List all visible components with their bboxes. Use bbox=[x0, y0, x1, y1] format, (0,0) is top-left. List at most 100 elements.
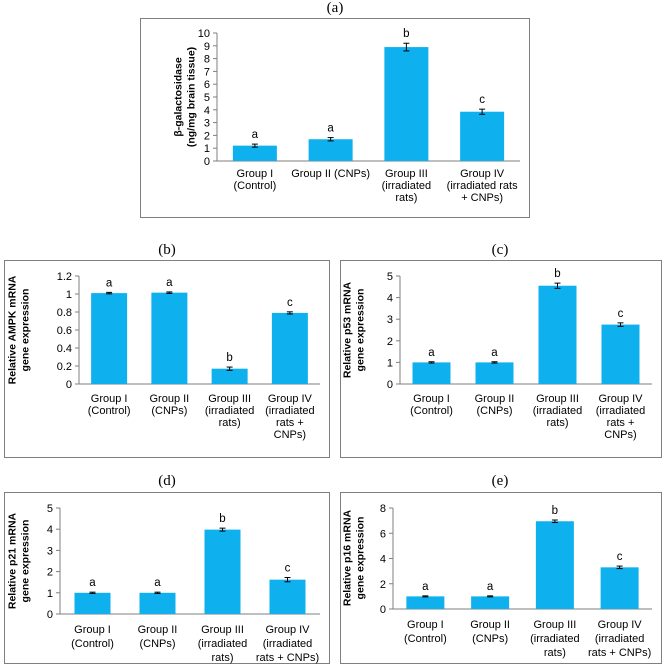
y-tick-label: 6 bbox=[204, 79, 210, 91]
category-label: Group IV (irradiated rats + CNPs) bbox=[256, 624, 319, 664]
bar-1 bbox=[412, 362, 451, 384]
category-label-line: (Control) bbox=[88, 405, 131, 417]
category-label-line: Group III bbox=[536, 393, 579, 405]
error-bar-1 bbox=[251, 143, 258, 148]
significance-letter: c bbox=[618, 308, 624, 320]
category-label: Group III (irradiated rats) bbox=[382, 168, 432, 204]
error-bar-1 bbox=[106, 291, 113, 295]
category-label-line: rats + CNPs) bbox=[256, 652, 319, 664]
category-label-line: (Control) bbox=[404, 633, 447, 645]
error-bar-3 bbox=[219, 527, 226, 532]
y-tick-label: 9 bbox=[204, 41, 210, 53]
category-label-line: Group II bbox=[150, 393, 190, 405]
category-label: Group II (CNPs) bbox=[150, 393, 190, 417]
category-label: Group III (irradiated rats) bbox=[205, 393, 255, 429]
y-tick-label: 8 bbox=[380, 503, 386, 515]
bar-1 bbox=[91, 293, 128, 384]
y-tick-label: 5 bbox=[47, 503, 53, 515]
bar-4 bbox=[601, 324, 640, 384]
y-axis-label-line: gene expression bbox=[20, 289, 32, 372]
category-label-line: rats + bbox=[607, 417, 635, 429]
category-label-line: Group III bbox=[533, 619, 576, 631]
bar-1 bbox=[406, 596, 445, 609]
significance-letter: c bbox=[287, 297, 293, 309]
y-tick-label: 3 bbox=[204, 118, 210, 130]
chart-d: 0 1 2 3 4 5 Relative p21 mRNAgene expression a G… bbox=[7, 503, 320, 664]
category-label-line: (Control) bbox=[233, 180, 276, 192]
y-axis-label-line: gene expression bbox=[355, 517, 367, 600]
category-label-line: Group I bbox=[91, 393, 128, 405]
error-bar-4 bbox=[617, 322, 624, 327]
category-label: Group I (Control) bbox=[88, 393, 131, 417]
error-bar-4 bbox=[286, 311, 293, 315]
category-label-line: rats + CNPs) bbox=[588, 647, 651, 659]
category-label-line: CNPs) bbox=[604, 429, 636, 441]
bar-3 bbox=[538, 285, 577, 384]
bar-4 bbox=[460, 111, 505, 161]
category-label: Group I (Control) bbox=[233, 168, 276, 192]
y-tick-label: 4 bbox=[204, 105, 210, 117]
y-tick-label: 0.6 bbox=[57, 325, 72, 337]
category-label-line: + CNPs) bbox=[461, 192, 503, 204]
category-label-line: Group I bbox=[407, 619, 444, 631]
category-label: Group IV (irradiated rats + CNPs) bbox=[265, 393, 315, 441]
significance-letter: c bbox=[285, 563, 291, 575]
category-label-line: Group I bbox=[74, 624, 111, 636]
error-bar-1 bbox=[89, 591, 96, 594]
bar-3 bbox=[384, 47, 429, 161]
category-label-line: (CNPs) bbox=[472, 633, 508, 645]
category-label-line: rats) bbox=[219, 417, 241, 429]
significance-letter: a bbox=[422, 581, 429, 593]
y-tick-label: 0 bbox=[47, 609, 53, 621]
y-axis-label-line: Relative p21 mRNA bbox=[7, 512, 19, 609]
y-tick-label: 3 bbox=[47, 545, 53, 557]
y-tick-label: 0 bbox=[204, 156, 210, 168]
bar-3 bbox=[535, 521, 574, 609]
category-label: Group II (CNPs) bbox=[470, 619, 510, 645]
panel-label-e: (e) bbox=[491, 473, 509, 489]
significance-letter: b bbox=[219, 513, 225, 525]
y-axis-label-line: β-galactosidase bbox=[173, 57, 185, 137]
significance-letter: a bbox=[106, 277, 113, 289]
y-tick-label: 10 bbox=[198, 28, 210, 40]
significance-letter: b bbox=[403, 28, 409, 40]
category-label-line: (CNPs) bbox=[139, 638, 175, 650]
significance-letter: a bbox=[166, 277, 173, 289]
bar-2 bbox=[139, 592, 176, 614]
bar-3 bbox=[211, 368, 248, 384]
significance-letter: b bbox=[226, 352, 232, 364]
error-bar-3 bbox=[403, 42, 410, 52]
category-label-line: Group III bbox=[385, 168, 428, 180]
y-tick-label: 2 bbox=[204, 130, 210, 142]
y-tick-label: 7 bbox=[204, 66, 210, 78]
y-tick-label: 4 bbox=[47, 524, 53, 536]
chart-frame-d bbox=[4, 492, 330, 664]
panel-label-a: (a) bbox=[326, 0, 344, 16]
category-label-line: rats + bbox=[276, 417, 304, 429]
significance-letter: a bbox=[154, 577, 161, 589]
significance-letter: a bbox=[491, 347, 498, 359]
significance-letter: a bbox=[487, 581, 494, 593]
category-label-line: Group I bbox=[237, 168, 274, 180]
category-label-line: (Control) bbox=[410, 405, 453, 417]
category-label: Group I (Control) bbox=[410, 393, 453, 417]
error-bar-2 bbox=[491, 361, 498, 364]
bar-4 bbox=[269, 579, 306, 614]
bar-4 bbox=[271, 312, 308, 384]
category-label-line: (irradiated bbox=[263, 638, 313, 650]
bar-2 bbox=[471, 596, 510, 609]
category-label: Group I (Control) bbox=[71, 624, 114, 650]
significance-letter: a bbox=[428, 347, 435, 359]
category-label-line: (irradiated bbox=[596, 405, 646, 417]
bar-2 bbox=[308, 139, 353, 161]
category-label-line: CNPs) bbox=[274, 429, 306, 441]
y-axis-label: Relative p53 mRNAgene expression bbox=[342, 281, 367, 378]
y-tick-label: 2 bbox=[387, 336, 393, 348]
error-bar-4 bbox=[479, 108, 486, 115]
category-label: Group IV (irradiated rats + CNPs) bbox=[447, 168, 518, 204]
category-label-line: Group II bbox=[470, 619, 510, 631]
panel-label-c: (c) bbox=[491, 242, 509, 258]
bar-2 bbox=[475, 362, 514, 384]
category-label: Group IV (irradiated rats + CNPs) bbox=[588, 619, 651, 659]
y-tick-label: 1 bbox=[47, 588, 53, 600]
